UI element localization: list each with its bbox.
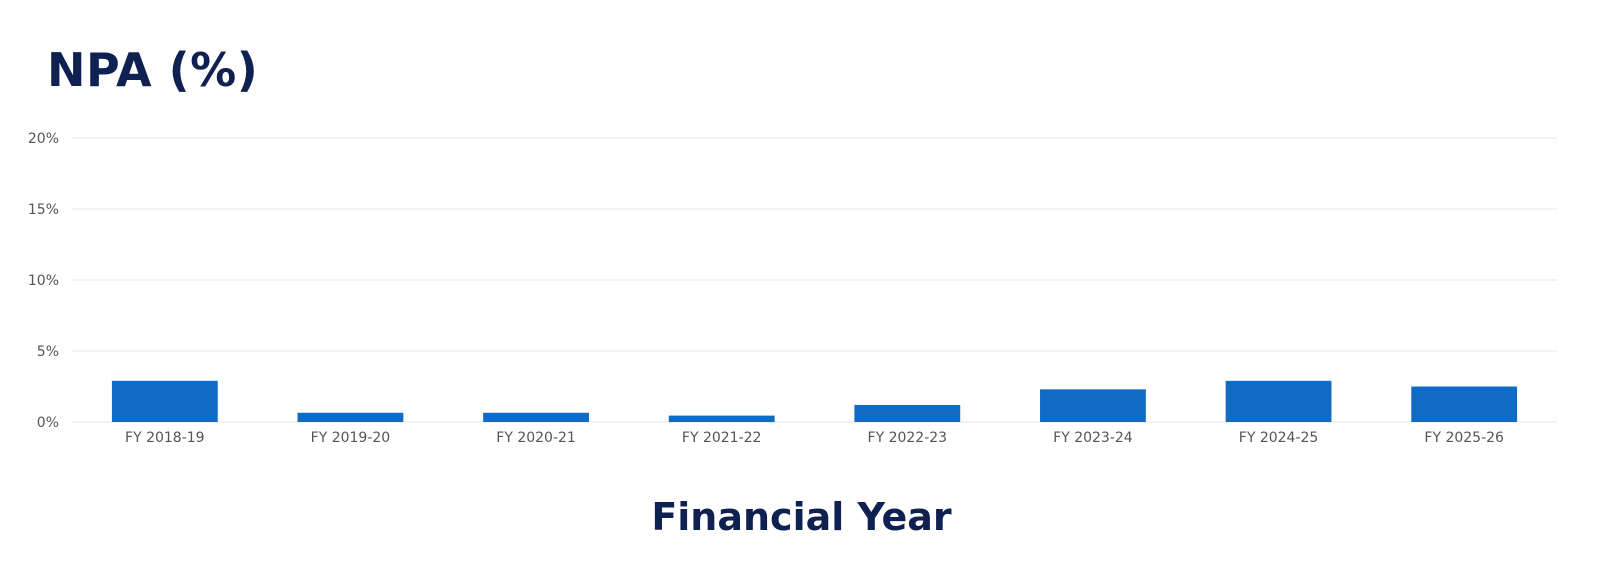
x-tick-label: FY 2018-19 (125, 430, 205, 446)
bar[interactable] (1225, 380, 1332, 422)
bar[interactable] (111, 380, 218, 422)
y-tick-label: 20% (28, 131, 59, 147)
x-tick-label: FY 2023-24 (1053, 430, 1133, 446)
x-tick-label: FY 2021-22 (682, 430, 762, 446)
x-tick-label: FY 2020-21 (496, 430, 576, 446)
bar[interactable] (1411, 386, 1518, 423)
chart-title: NPA (%) (47, 43, 259, 97)
x-tick-label: FY 2019-20 (311, 430, 391, 446)
y-tick-label: 5% (37, 344, 59, 360)
bar[interactable] (483, 412, 589, 422)
bar[interactable] (1040, 389, 1146, 422)
bar[interactable] (854, 404, 961, 422)
x-axis-title: Financial Year (651, 495, 952, 539)
x-axis-ticks: FY 2018-19 FY 2019-20 FY 2020-21 FY 2021-22… (125, 430, 1504, 446)
y-tick-label: 0% (37, 415, 59, 431)
y-axis-ticks: 0% 5% 10% 15% 20% (28, 131, 59, 431)
x-tick-label: FY 2022-23 (868, 430, 948, 446)
x-tick-label: FY 2025-26 (1424, 430, 1504, 446)
gridlines (72, 137, 1557, 423)
bars (111, 380, 1518, 423)
y-tick-label: 15% (28, 202, 59, 218)
y-tick-label: 10% (28, 273, 59, 289)
bar[interactable] (297, 412, 404, 422)
x-tick-label: FY 2024-25 (1239, 430, 1319, 446)
bar[interactable] (668, 415, 775, 422)
